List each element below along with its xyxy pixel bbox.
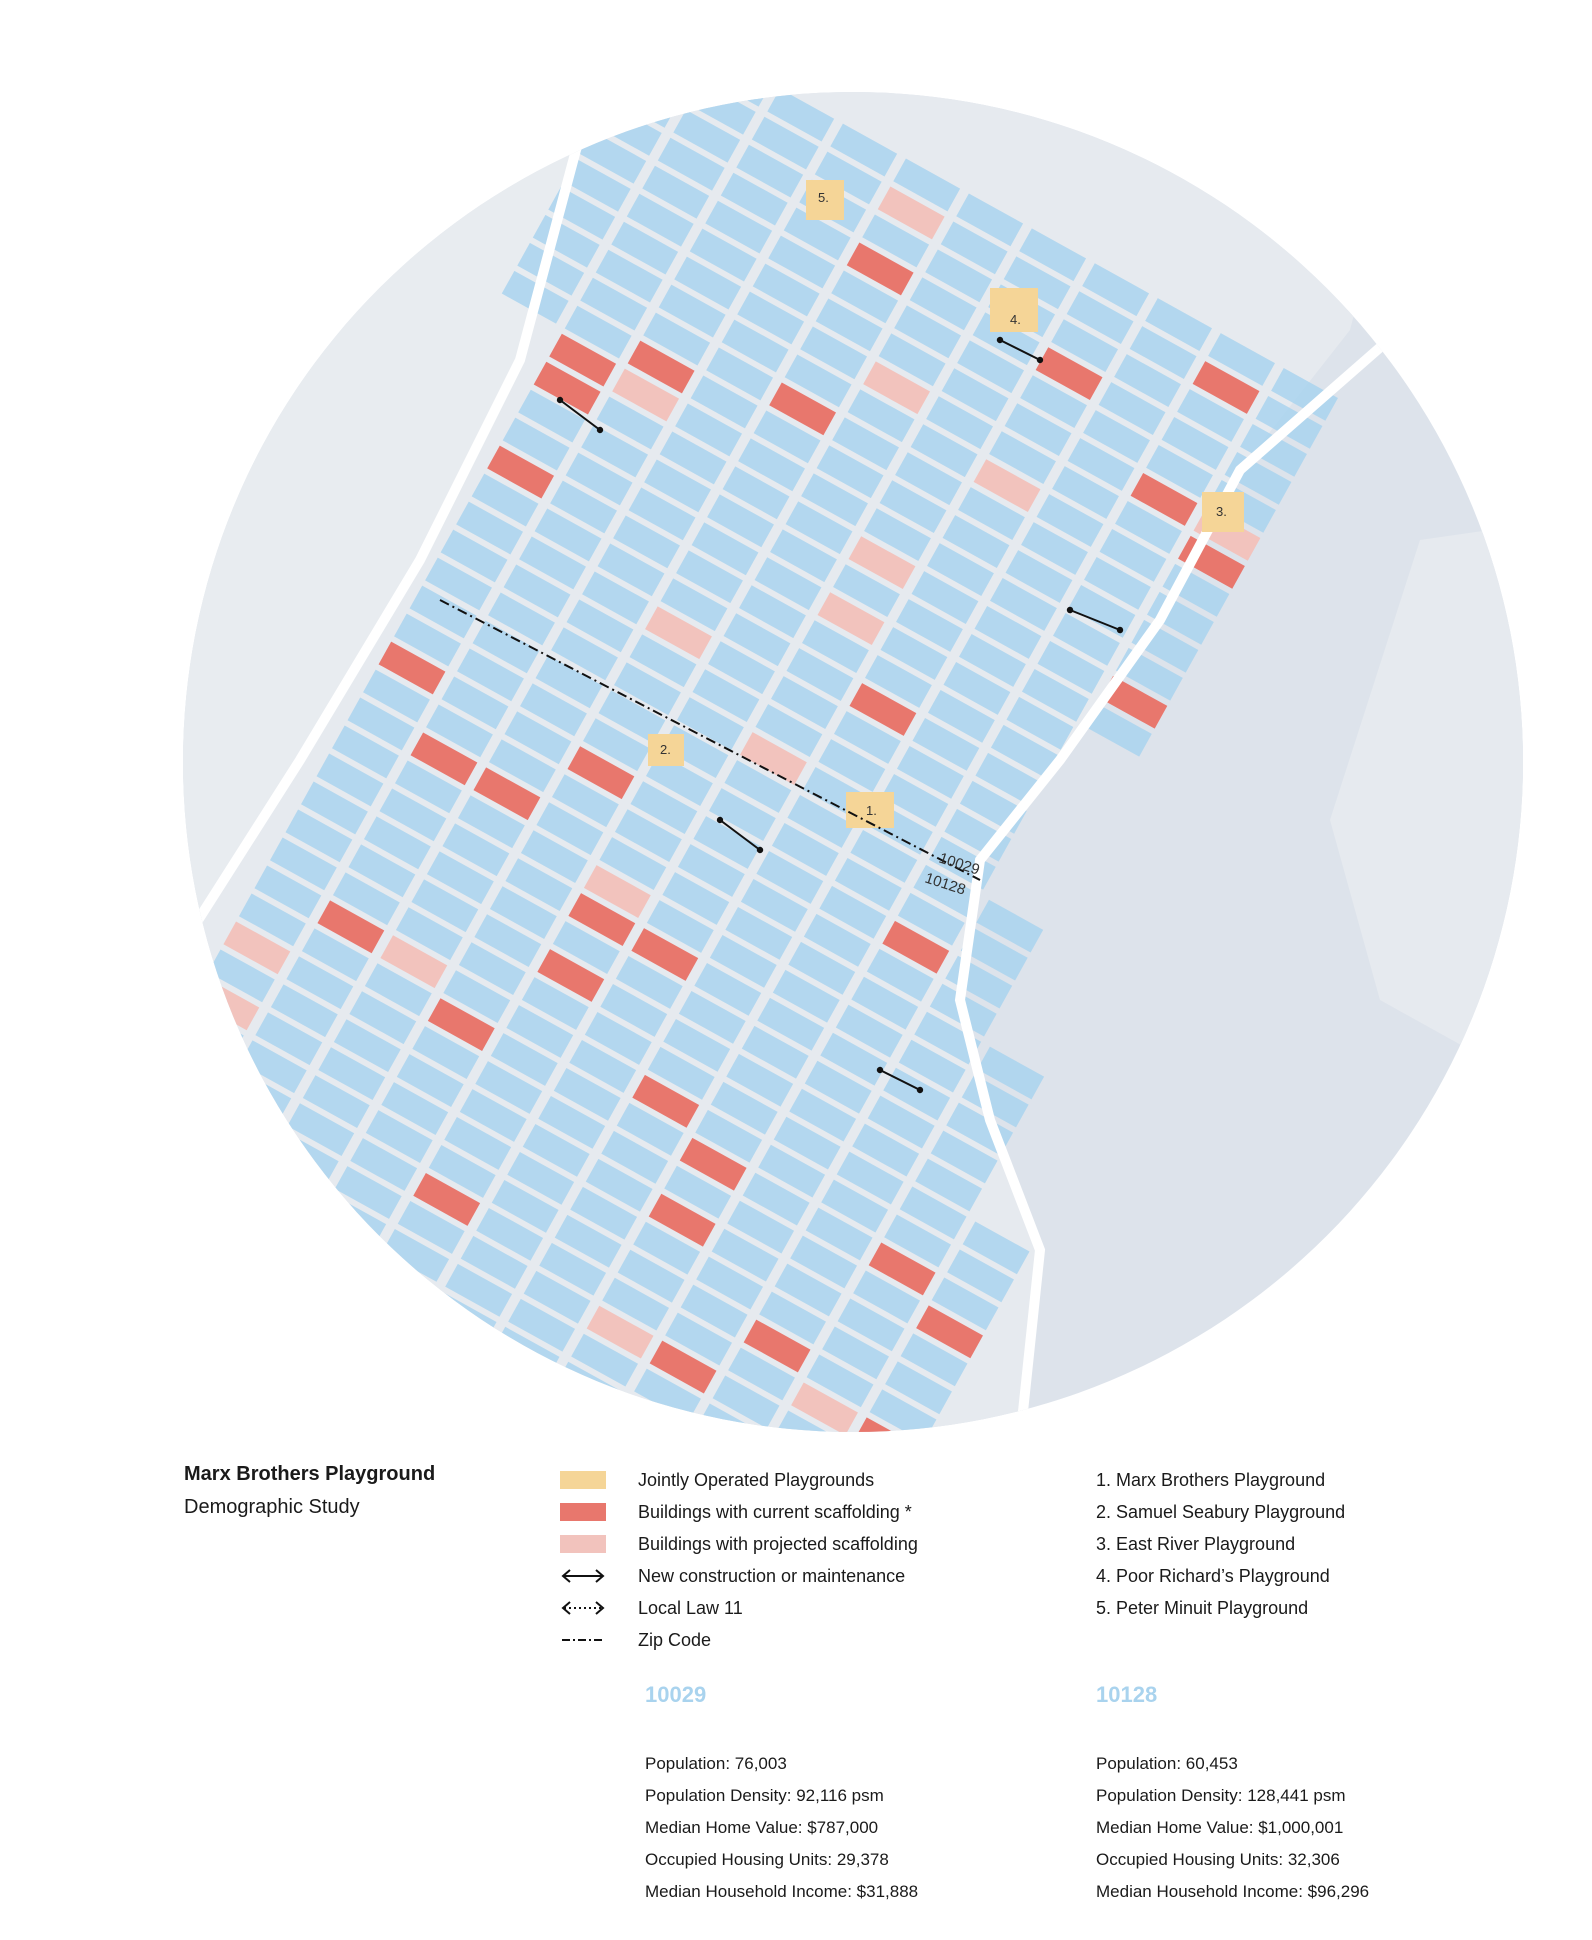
legend-label: Buildings with projected scaffolding bbox=[638, 1533, 918, 1554]
legend-item: Buildings with projected scaffolding bbox=[560, 1528, 918, 1560]
stat-income: Median Household Income: $31,888 bbox=[645, 1882, 919, 1901]
neighborhood-map: 1. 2. 3. 4. 5. 10029 10128 bbox=[183, 92, 1523, 1432]
legend-label: Buildings with current scaffolding * bbox=[638, 1501, 912, 1522]
legend-item: New construction or maintenance bbox=[560, 1560, 918, 1592]
playground-3[interactable] bbox=[1202, 492, 1244, 532]
legend-item: Buildings with current scaffolding * bbox=[560, 1496, 918, 1528]
playground-3-label: 3. bbox=[1216, 504, 1227, 519]
map-subtitle: Demographic Study bbox=[184, 1496, 360, 1518]
zip-boundary-line bbox=[439, 599, 981, 881]
double-arrow-dotted-icon bbox=[561, 1601, 605, 1615]
playground-5[interactable] bbox=[806, 180, 844, 220]
stat-density: Population Density: 128,441 psm bbox=[1096, 1786, 1346, 1805]
stat-density: Population Density: 92,116 psm bbox=[645, 1786, 884, 1805]
title-block: Marx Brothers Playground Demographic Stu… bbox=[184, 1463, 435, 1519]
scaffolding-buildings bbox=[556, 336, 1124, 1094]
legend-item: Local Law 11 bbox=[560, 1592, 918, 1624]
playground-4-label: 4. bbox=[1010, 312, 1021, 327]
double-arrow-solid-icon bbox=[561, 1569, 605, 1583]
list-item: 5. Peter Minuit Playground bbox=[1096, 1598, 1309, 1618]
projected-scaffolding-swatch bbox=[560, 1535, 606, 1553]
legend: Jointly Operated Playgrounds Buildings w… bbox=[560, 1464, 918, 1656]
legend-label: Jointly Operated Playgrounds bbox=[638, 1469, 875, 1490]
stats-zip-heading: 10128 bbox=[1096, 1682, 1158, 1707]
stat-home-value: Median Home Value: $1,000,001 bbox=[1096, 1818, 1344, 1837]
legend-label: New construction or maintenance bbox=[638, 1565, 906, 1586]
playground-list: 1. Marx Brothers Playground 2. Samuel Se… bbox=[1096, 1464, 1345, 1624]
current-scaffolding-swatch bbox=[560, 1503, 606, 1521]
playground-5-label: 5. bbox=[818, 190, 829, 205]
list-item: 1. Marx Brothers Playground bbox=[1096, 1470, 1326, 1490]
stats-10029: 10029 Population: 76,003 Population Dens… bbox=[645, 1682, 918, 1908]
list-item: 2. Samuel Seabury Playground bbox=[1096, 1502, 1346, 1522]
stat-population: Population: 76,003 bbox=[645, 1754, 787, 1773]
legend-item: Jointly Operated Playgrounds bbox=[560, 1464, 918, 1496]
playground-markers: 1. 2. 3. 4. 5. bbox=[648, 180, 1244, 828]
legend-label: Zip Code bbox=[638, 1629, 712, 1650]
map-title: Marx Brothers Playground bbox=[184, 1463, 436, 1485]
stat-housing-units: Occupied Housing Units: 29,378 bbox=[645, 1850, 889, 1869]
playground-2[interactable] bbox=[648, 734, 684, 766]
list-item: 4. Poor Richard’s Playground bbox=[1096, 1566, 1330, 1586]
playground-1-label: 1. bbox=[866, 803, 877, 818]
legend-label: Local Law 11 bbox=[638, 1597, 743, 1618]
legend-item: Zip Code bbox=[560, 1624, 918, 1656]
stat-income: Median Household Income: $96,296 bbox=[1096, 1882, 1370, 1901]
stats-zip-heading: 10029 bbox=[645, 1682, 707, 1707]
playground-4[interactable] bbox=[990, 288, 1038, 332]
stat-housing-units: Occupied Housing Units: 32,306 bbox=[1096, 1850, 1340, 1869]
jointly-operated-swatch bbox=[560, 1471, 606, 1489]
dash-dot-line-icon bbox=[562, 1639, 604, 1641]
stats-10128: 10128 Population: 60,453 Population Dens… bbox=[1096, 1682, 1369, 1908]
list-item: 3. East River Playground bbox=[1096, 1534, 1296, 1554]
stat-population: Population: 60,453 bbox=[1096, 1754, 1238, 1773]
playground-2-label: 2. bbox=[660, 742, 671, 757]
stat-home-value: Median Home Value: $787,000 bbox=[645, 1818, 879, 1837]
